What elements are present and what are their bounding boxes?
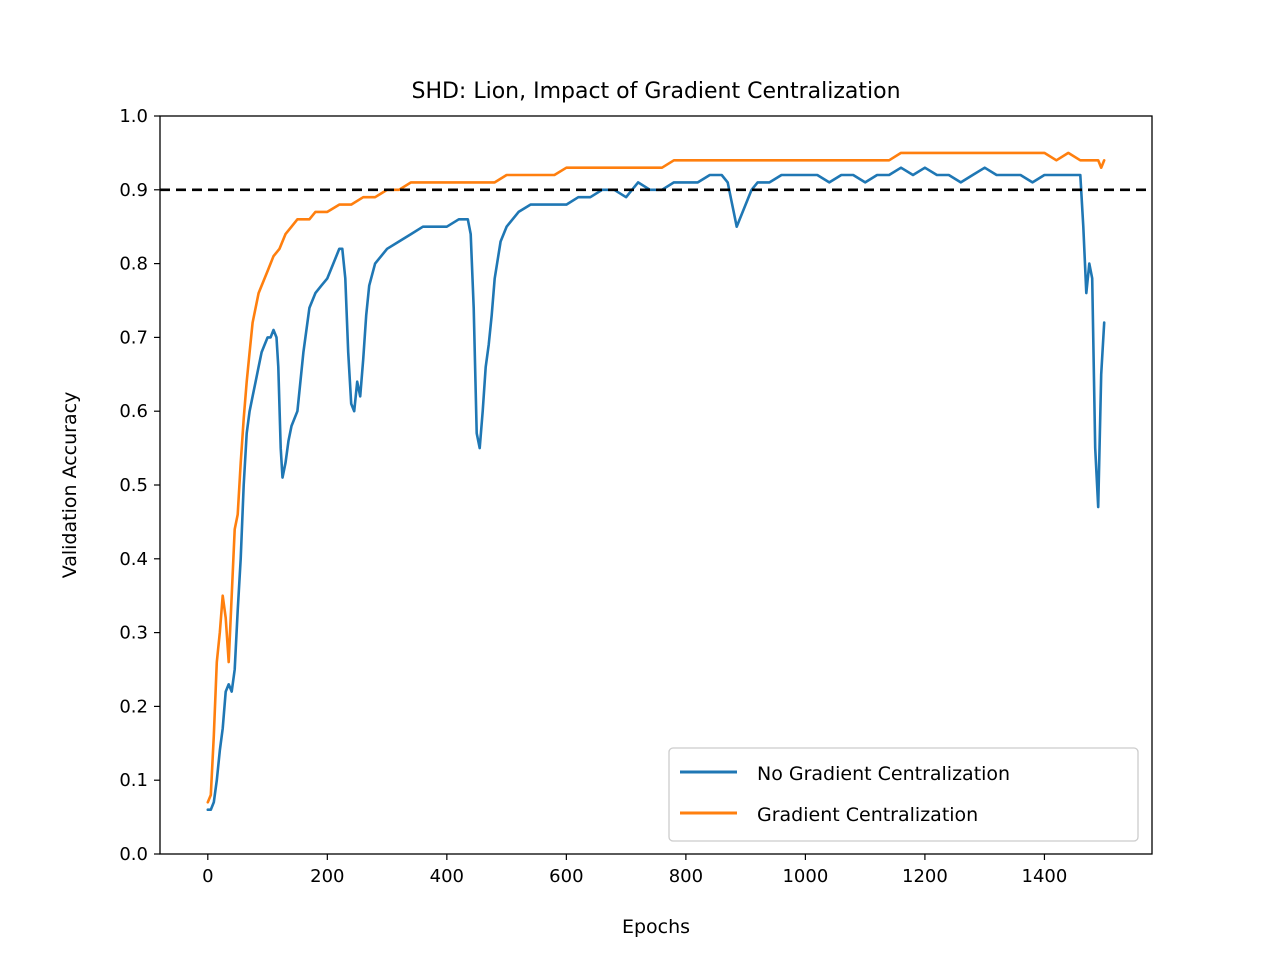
legend-label-no-gc: No Gradient Centralization <box>757 763 1010 785</box>
y-tick-label: 0.1 <box>119 770 148 791</box>
legend: No Gradient Centralization Gradient Cent… <box>668 747 1139 842</box>
legend-label-gc: Gradient Centralization <box>757 804 978 826</box>
y-tick-label: 0.6 <box>119 401 148 422</box>
x-tick-label: 1200 <box>902 866 948 887</box>
x-axis: 0 200 400 600 800 1000 1200 1400 <box>202 854 1067 887</box>
plot-background <box>160 116 1152 854</box>
x-tick-label: 0 <box>202 866 213 887</box>
y-tick-label: 0.8 <box>119 254 148 275</box>
x-tick-label: 200 <box>310 866 344 887</box>
y-axis-label: Validation Accuracy <box>59 392 81 579</box>
series-line-gradient-centralization <box>206 151 1106 804</box>
x-axis-label: Epochs <box>622 916 690 938</box>
legend-box <box>668 747 1139 842</box>
y-tick-label: 0.3 <box>119 623 148 644</box>
y-tick-label: 0.7 <box>119 327 148 348</box>
y-tick-label: 0.0 <box>119 844 148 865</box>
series-line-no-gradient-centralization <box>206 166 1106 811</box>
x-tick-label: 600 <box>549 866 583 887</box>
plot-area <box>160 116 1152 854</box>
chart-title: SHD: Lion, Impact of Gradient Centraliza… <box>411 79 900 104</box>
y-tick-label: 0.9 <box>119 180 148 201</box>
y-tick-label: 0.4 <box>119 549 148 570</box>
x-tick-label: 1400 <box>1022 866 1068 887</box>
x-tick-label: 1000 <box>782 866 828 887</box>
y-tick-label: 0.2 <box>119 696 148 717</box>
x-tick-label: 400 <box>430 866 464 887</box>
series-layer <box>206 151 1106 811</box>
y-tick-label: 0.5 <box>119 475 148 496</box>
x-tick-label: 800 <box>669 866 703 887</box>
y-tick-label: 1.0 <box>119 106 148 127</box>
y-axis: 0.0 0.1 0.2 0.3 0.4 0.5 0.6 0.7 0.8 0.9 1.0 <box>119 106 160 865</box>
